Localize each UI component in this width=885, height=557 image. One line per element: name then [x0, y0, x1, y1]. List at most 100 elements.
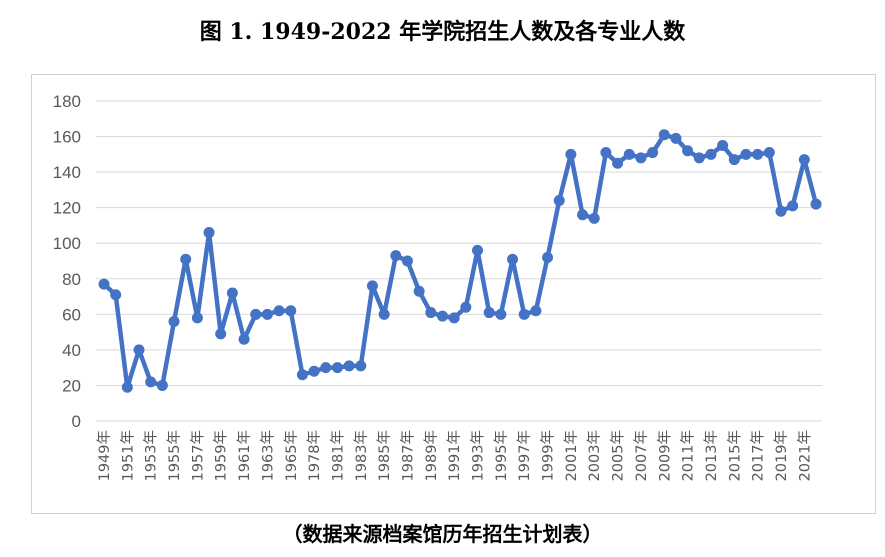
x-tick-label: 2011年	[680, 430, 697, 481]
data-point	[156, 379, 168, 391]
data-point	[238, 333, 250, 345]
data-point	[728, 154, 740, 166]
data-point	[273, 305, 285, 317]
x-tick-label: 1987年	[399, 430, 416, 481]
data-point	[366, 280, 378, 292]
data-point	[331, 362, 343, 374]
x-tick-label: 1961年	[236, 430, 253, 481]
data-source-caption: （数据来源档案馆历年招生计划表）	[282, 522, 603, 546]
data-point	[308, 365, 320, 377]
x-tick-label: 2005年	[610, 430, 627, 481]
x-tick-label: 1963年	[259, 430, 276, 481]
y-tick-label: 0	[72, 412, 81, 431]
data-point	[658, 129, 670, 141]
x-tick-label: 1985年	[376, 430, 393, 481]
data-point	[425, 307, 437, 319]
data-point	[460, 301, 472, 313]
data-point	[448, 312, 460, 324]
data-point	[226, 287, 238, 299]
x-tick-label: 1999年	[540, 430, 557, 481]
x-tick-label: 1991年	[446, 430, 463, 481]
data-point	[250, 308, 262, 320]
data-point	[215, 328, 227, 340]
x-tick-label: 1995年	[493, 430, 510, 481]
data-point	[413, 285, 425, 297]
data-point	[401, 255, 413, 267]
x-tick-label: 1959年	[213, 430, 230, 481]
y-tick-label: 60	[62, 305, 81, 324]
data-point	[355, 360, 367, 372]
data-point	[261, 308, 273, 320]
data-point	[168, 315, 180, 327]
data-point	[495, 308, 507, 320]
x-tick-label: 2001年	[563, 430, 580, 481]
data-point	[296, 369, 308, 381]
x-tick-label: 1981年	[329, 430, 346, 481]
data-point	[542, 251, 554, 263]
data-point	[600, 147, 612, 159]
x-tick-label: 2015年	[726, 430, 743, 481]
data-point	[507, 253, 519, 265]
y-tick-label: 180	[53, 92, 81, 111]
x-tick-label: 1955年	[166, 430, 183, 481]
data-point	[378, 308, 390, 320]
data-point	[647, 147, 659, 159]
data-point	[612, 157, 624, 169]
data-point	[145, 376, 157, 388]
data-point	[775, 205, 787, 217]
chart-title: 图 1. 1949-2022 年学院招生人数及各专业人数	[199, 19, 686, 45]
y-tick-label: 160	[53, 128, 81, 147]
data-point	[717, 139, 729, 151]
x-tick-label: 2019年	[773, 430, 790, 481]
data-point	[787, 200, 799, 212]
data-point	[623, 148, 635, 160]
data-point	[436, 310, 448, 322]
data-point	[483, 307, 495, 319]
data-point	[203, 227, 215, 239]
data-point	[191, 312, 203, 324]
data-point	[390, 250, 402, 262]
data-point	[763, 147, 775, 159]
data-point	[121, 381, 133, 393]
data-point	[798, 154, 810, 166]
y-tick-label: 100	[53, 234, 81, 253]
series-line	[102, 132, 819, 390]
data-point	[320, 362, 332, 374]
x-tick-label: 2013年	[703, 430, 720, 481]
data-point	[530, 305, 542, 317]
x-tick-label: 1965年	[283, 430, 300, 481]
data-point	[518, 308, 530, 320]
x-tick-label: 1957年	[189, 430, 206, 481]
data-point	[133, 344, 145, 356]
x-tick-label: 2009年	[656, 430, 673, 481]
chart-frame	[31, 74, 876, 514]
x-tick-label: 1983年	[353, 430, 370, 481]
y-tick-label: 20	[62, 376, 81, 395]
y-tick-label: 140	[53, 163, 81, 182]
x-tick-label: 1949年	[96, 430, 113, 481]
data-point	[180, 253, 192, 265]
data-point	[588, 212, 600, 224]
y-tick-label: 120	[53, 199, 81, 218]
data-point	[810, 198, 822, 210]
x-tick-label: 1993年	[470, 430, 487, 481]
y-tick-label: 80	[62, 270, 81, 289]
data-point	[752, 148, 764, 160]
x-tick-label: 1997年	[516, 430, 533, 481]
data-point	[343, 360, 355, 372]
data-point	[565, 148, 577, 160]
data-point	[705, 148, 717, 160]
data-point	[682, 145, 694, 157]
data-point	[635, 152, 647, 164]
data-point	[553, 195, 565, 207]
data-point	[110, 289, 122, 301]
x-tick-label: 1951年	[119, 430, 136, 481]
data-point	[670, 132, 682, 144]
x-tick-label: 1989年	[423, 430, 440, 481]
y-tick-label: 40	[62, 341, 81, 360]
data-point	[577, 209, 589, 221]
data-point	[740, 148, 752, 160]
x-tick-label: 2007年	[633, 430, 650, 481]
data-point	[693, 152, 705, 164]
